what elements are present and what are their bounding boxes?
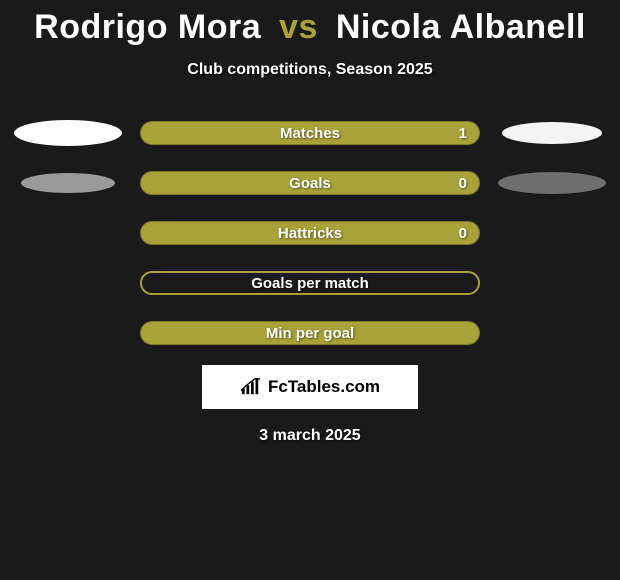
player2-ellipse [502, 122, 602, 144]
stat-bar: Goals 0 [140, 171, 480, 195]
stat-row: Min per goal [0, 319, 620, 347]
stat-value: 0 [459, 225, 467, 242]
stat-rows: Matches 1 Goals 0 Hattricks 0 Goals per match M… [0, 119, 620, 347]
left-ellipse-slot [8, 269, 128, 297]
stat-row: Hattricks 0 [0, 219, 620, 247]
brand-text: FcTables.com [268, 377, 380, 397]
right-ellipse-slot [492, 119, 612, 147]
chart-icon [240, 378, 262, 396]
stat-bar: Goals per match [140, 271, 480, 295]
page-title: Rodrigo Mora vs Nicola Albanell [0, 8, 620, 47]
right-ellipse-slot [492, 169, 612, 197]
stat-row: Matches 1 [0, 119, 620, 147]
subtitle: Club competitions, Season 2025 [0, 61, 620, 79]
left-ellipse-slot [8, 119, 128, 147]
comparison-infographic: Rodrigo Mora vs Nicola Albanell Club com… [0, 0, 620, 580]
brand-badge: FcTables.com [202, 365, 418, 409]
player2-ellipse [498, 172, 606, 194]
stat-label: Matches [280, 125, 340, 142]
footer-date: 3 march 2025 [0, 427, 620, 445]
stat-bar: Hattricks 0 [140, 221, 480, 245]
stat-bar: Matches 1 [140, 121, 480, 145]
stat-label: Goals per match [251, 275, 369, 292]
stat-label: Goals [289, 175, 331, 192]
stat-label: Hattricks [278, 225, 342, 242]
left-ellipse-slot [8, 219, 128, 247]
stat-value: 0 [459, 175, 467, 192]
stat-value: 1 [459, 125, 467, 142]
right-ellipse-slot [492, 319, 612, 347]
player1-ellipse [21, 173, 115, 193]
player1-ellipse [14, 120, 122, 146]
vs-label: vs [279, 8, 318, 46]
stat-row: Goals per match [0, 269, 620, 297]
stat-row: Goals 0 [0, 169, 620, 197]
stat-label: Min per goal [266, 325, 354, 342]
left-ellipse-slot [8, 169, 128, 197]
right-ellipse-slot [492, 269, 612, 297]
left-ellipse-slot [8, 319, 128, 347]
player2-name: Nicola Albanell [336, 8, 586, 46]
player1-name: Rodrigo Mora [34, 8, 261, 46]
stat-bar: Min per goal [140, 321, 480, 345]
right-ellipse-slot [492, 219, 612, 247]
